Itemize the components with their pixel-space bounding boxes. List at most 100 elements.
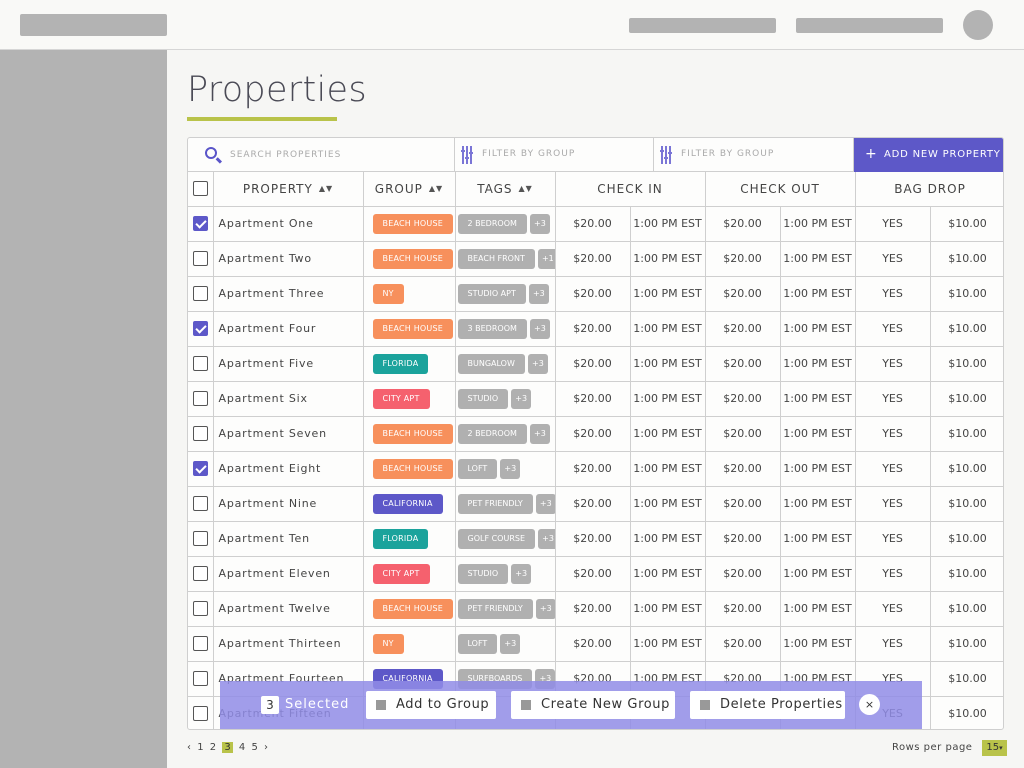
table-row[interactable]: Apartment Three NY STUDIO APT +3 $20.00 1:00 … (188, 276, 1003, 312)
table-row[interactable]: Apartment Five FLORIDA BUNGALOW +3 $20.00 1:0… (188, 346, 1003, 382)
col-header-property[interactable]: PROPERTY ▲▼ (213, 172, 364, 207)
table-row[interactable]: Apartment Seven BEACH HOUSE 2 BEDROOM +3 $20… (188, 416, 1003, 452)
property-name[interactable]: Apartment Seven (213, 416, 364, 452)
property-name[interactable]: Apartment Eight (213, 451, 364, 487)
more-tags-chip[interactable]: +3 (535, 598, 554, 619)
row-checkbox[interactable] (192, 216, 208, 231)
table-row[interactable]: Apartment Four BEACH HOUSE 3 BEDROOM +3 $20.… (188, 311, 1003, 347)
table-row[interactable]: Apartment Ten FLORIDA GOLF COURSE +3 $20.00 1… (188, 521, 1003, 557)
more-tags-chip[interactable]: +3 (529, 213, 550, 234)
tag-chip[interactable]: BUNGALOW (457, 353, 525, 374)
group-badge[interactable]: FLORIDA (372, 528, 429, 549)
page-link-1[interactable]: 1 (197, 742, 204, 753)
tag-chip[interactable]: STUDIO (457, 388, 509, 409)
next-page-icon[interactable]: › (264, 742, 268, 753)
more-tags-chip[interactable]: +1 (537, 248, 554, 269)
row-checkbox[interactable] (192, 601, 208, 616)
more-tags-chip[interactable]: +3 (528, 283, 549, 304)
property-name[interactable]: Apartment Five (213, 346, 364, 382)
page-link-5[interactable]: 5 (251, 742, 258, 753)
group-badge[interactable]: BEACH HOUSE (372, 458, 454, 479)
page-link-3-current[interactable]: 3 (222, 742, 233, 753)
col-header-tags[interactable]: TAGS ▲▼ (455, 172, 556, 207)
row-checkbox[interactable] (192, 671, 208, 686)
row-checkbox[interactable] (192, 251, 208, 266)
property-name[interactable]: Apartment One (213, 206, 364, 242)
table-row[interactable]: Apartment Twelve BEACH HOUSE PET FRIENDLY +… (188, 591, 1003, 627)
close-icon[interactable]: × (859, 694, 880, 715)
sort-icon[interactable]: ▲▼ (318, 184, 334, 194)
table-row[interactable]: Apartment Two BEACH HOUSE BEACH FRONT +1 $20… (188, 241, 1003, 277)
property-name[interactable]: Apartment Three (213, 276, 364, 312)
row-checkbox[interactable] (192, 531, 208, 546)
row-checkbox[interactable] (192, 391, 208, 406)
property-name[interactable]: Apartment Thirteen (213, 626, 364, 662)
tag-chip[interactable]: 3 BEDROOM (457, 318, 527, 339)
page-link-4[interactable]: 4 (238, 742, 246, 753)
select-all-checkbox[interactable] (192, 181, 208, 197)
row-checkbox[interactable] (192, 461, 208, 476)
row-checkbox[interactable] (192, 496, 208, 511)
create-new-group-button[interactable]: Create New Group (511, 691, 675, 719)
search-box[interactable] (188, 138, 455, 172)
property-name[interactable]: Apartment Ten (213, 521, 364, 557)
tag-chip[interactable]: PET FRIENDLY (457, 598, 533, 619)
row-checkbox[interactable] (192, 321, 208, 336)
property-name[interactable]: Apartment Four (213, 311, 364, 347)
group-badge[interactable]: NY (372, 633, 404, 654)
more-tags-chip[interactable]: +3 (527, 353, 548, 374)
tag-chip[interactable]: PET FRIENDLY (457, 493, 533, 514)
sort-icon[interactable]: ▲▼ (428, 184, 444, 194)
more-tags-chip[interactable]: +3 (535, 493, 554, 514)
table-row[interactable]: Apartment Thirteen NY LOFT +3 $20.00 1:00 PM … (188, 626, 1003, 662)
more-tags-chip[interactable]: +3 (500, 633, 521, 654)
filter-by-group-1[interactable]: FILTER BY GROUP (455, 138, 654, 172)
group-badge[interactable]: BEACH HOUSE (372, 248, 454, 269)
more-tags-chip[interactable]: +3 (511, 388, 532, 409)
tag-chip[interactable]: STUDIO (457, 563, 509, 584)
group-badge[interactable]: CITY APT (372, 563, 430, 584)
group-badge[interactable]: FLORIDA (372, 353, 429, 374)
property-name[interactable]: Apartment Nine (213, 486, 364, 522)
page-link-2[interactable]: 2 (209, 742, 217, 753)
nav-link-placeholder-1[interactable] (629, 18, 776, 33)
row-checkbox[interactable] (192, 356, 208, 371)
tag-chip[interactable]: GOLF COURSE (457, 528, 536, 549)
more-tags-chip[interactable]: +3 (511, 563, 532, 584)
row-checkbox[interactable] (192, 636, 208, 651)
add-new-property-button[interactable]: + ADD NEW PROPERTY (854, 138, 1003, 172)
group-badge[interactable]: CITY APT (372, 388, 430, 409)
group-badge[interactable]: BEACH HOUSE (372, 318, 454, 339)
tag-chip[interactable]: 2 BEDROOM (457, 213, 527, 234)
more-tags-chip[interactable]: +3 (529, 423, 550, 444)
property-name[interactable]: Apartment Two (213, 241, 364, 277)
row-checkbox[interactable] (192, 566, 208, 581)
group-badge[interactable]: CALIFORNIA (372, 493, 443, 514)
table-row[interactable]: Apartment Six CITY APT STUDIO +3 $20.00 1:00 … (188, 381, 1003, 417)
tag-chip[interactable]: LOFT (457, 633, 498, 654)
table-row[interactable]: Apartment Eight BEACH HOUSE LOFT +3 $20.00 1:… (188, 451, 1003, 487)
row-checkbox[interactable] (192, 706, 208, 721)
more-tags-chip[interactable]: +3 (529, 318, 550, 339)
tag-chip[interactable]: 2 BEDROOM (457, 423, 527, 444)
group-badge[interactable]: BEACH HOUSE (372, 213, 454, 234)
add-to-group-button[interactable]: Add to Group (366, 691, 496, 719)
table-row[interactable]: Apartment One BEACH HOUSE 2 BEDROOM +3 $20.0… (188, 206, 1003, 242)
avatar[interactable] (963, 10, 993, 40)
row-checkbox[interactable] (192, 286, 208, 301)
group-badge[interactable]: NY (372, 283, 404, 304)
filter-by-group-2[interactable]: FILTER BY GROUP (654, 138, 854, 172)
search-input[interactable] (230, 147, 440, 163)
property-name[interactable]: Apartment Twelve (213, 591, 364, 627)
col-header-group[interactable]: GROUP ▲▼ (363, 172, 456, 207)
nav-link-placeholder-2[interactable] (796, 18, 943, 33)
rows-per-page-select[interactable]: 15▾ (982, 740, 1007, 756)
tag-chip[interactable]: LOFT (457, 458, 498, 479)
row-checkbox[interactable] (192, 426, 208, 441)
table-row[interactable]: Apartment Eleven CITY APT STUDIO +3 $20.00 1:… (188, 556, 1003, 592)
more-tags-chip[interactable]: +3 (500, 458, 521, 479)
tag-chip[interactable]: BEACH FRONT (457, 248, 535, 269)
group-badge[interactable]: BEACH HOUSE (372, 423, 454, 444)
property-name[interactable]: Apartment Eleven (213, 556, 364, 592)
group-badge[interactable]: BEACH HOUSE (372, 598, 454, 619)
